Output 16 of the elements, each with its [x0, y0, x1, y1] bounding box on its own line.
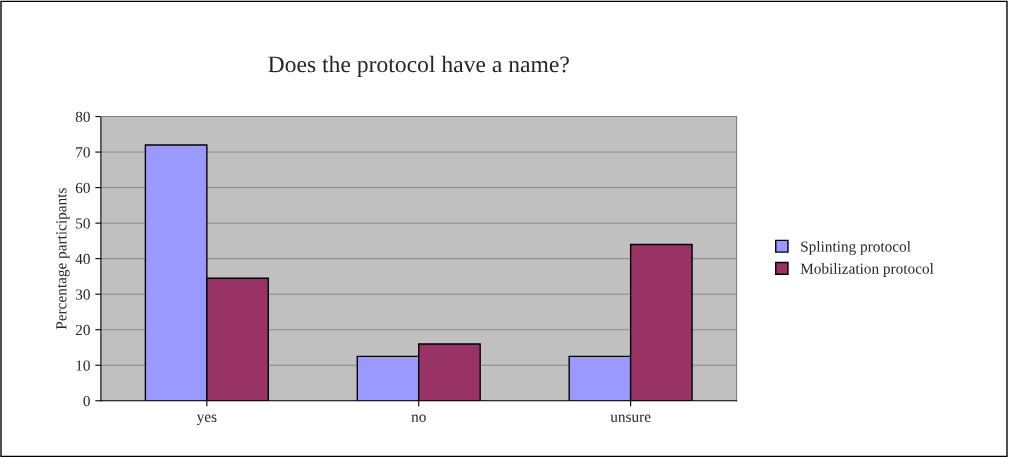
legend-label: Splinting protocol	[801, 240, 911, 255]
y-tick-label: 0	[83, 395, 90, 407]
y-tick-label: 70	[76, 147, 90, 158]
y-tick-label: 20	[75, 324, 90, 336]
y-tick-label: 40	[75, 253, 90, 265]
y-tick-label: 10	[76, 360, 90, 371]
x-tick-label: yes	[196, 414, 217, 426]
y-axis-title: Percentage participants	[56, 188, 70, 330]
chart-title: Does the protocol have a name?	[268, 55, 569, 78]
y-tick-label: 50	[76, 218, 90, 229]
y-tick-label: 80	[75, 111, 90, 122]
y-tick-label: 30	[75, 289, 90, 300]
y-tick-label: 60	[75, 182, 90, 194]
x-tick-label: unsure	[610, 414, 651, 422]
x-tick-label: no	[411, 414, 426, 422]
legend-label: Mobilization protocol	[800, 263, 934, 277]
